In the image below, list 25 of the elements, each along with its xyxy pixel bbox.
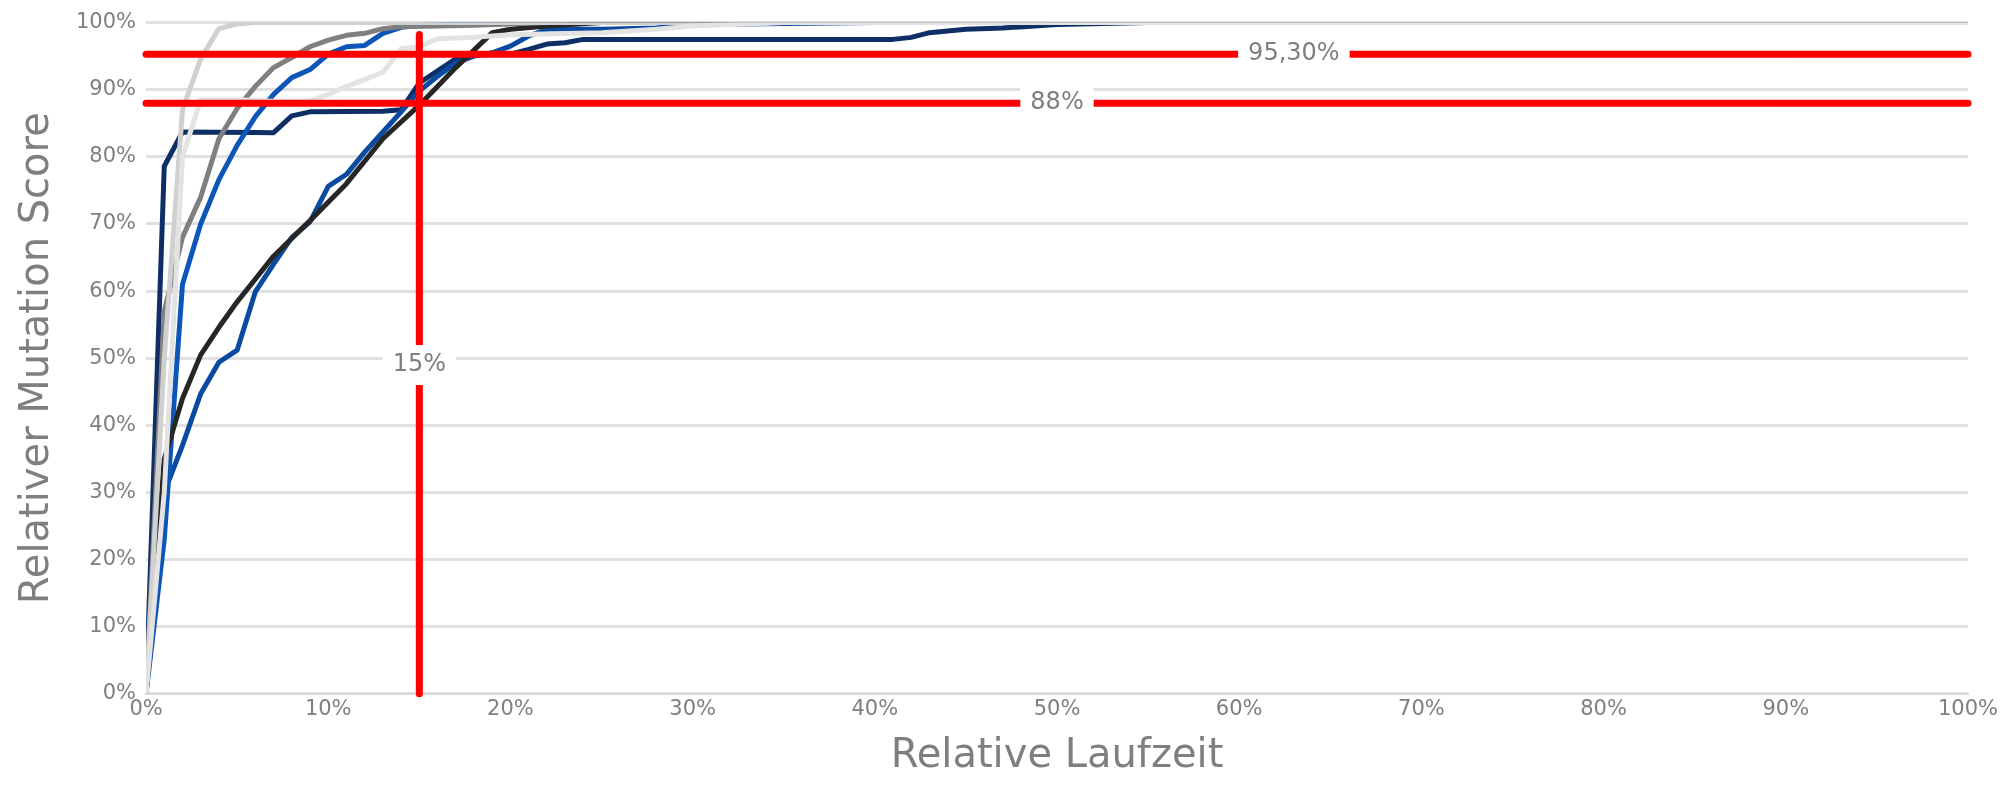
- y-tick-label: 60%: [89, 277, 137, 302]
- x-tick-label: 90%: [1762, 695, 1810, 720]
- y-tick-label: 70%: [89, 210, 137, 235]
- x-tick-label: 100%: [1937, 695, 1999, 720]
- y-tick-label: 10%: [89, 613, 137, 638]
- y-tick-label: 80%: [89, 143, 137, 168]
- x-axis-title: Relative Laufzeit: [890, 730, 1224, 777]
- ref-line-label: 88%: [1030, 87, 1084, 116]
- y-tick-label: 100%: [75, 9, 137, 34]
- x-tick-label: 50%: [1033, 695, 1081, 720]
- x-tick-label: 30%: [669, 695, 716, 720]
- y-tick-label: 50%: [89, 344, 137, 369]
- x-tick-label: 80%: [1580, 695, 1627, 720]
- ref-line-label: 95,30%: [1248, 38, 1340, 67]
- y-axis-title: Relativer Mutation Score: [11, 112, 58, 605]
- x-tick-label: 10%: [304, 695, 352, 720]
- y-tick-label: 20%: [89, 546, 137, 571]
- y-tick-label: 30%: [89, 478, 137, 503]
- x-tick-label: 40%: [851, 695, 899, 720]
- y-tick-label: 40%: [89, 411, 137, 436]
- ref-line-label: 15%: [392, 349, 446, 378]
- x-tick-label: 70%: [1398, 695, 1445, 720]
- y-tick-label: 90%: [89, 76, 137, 101]
- x-tick-label: 20%: [487, 695, 534, 720]
- x-tick-label: 60%: [1215, 695, 1263, 720]
